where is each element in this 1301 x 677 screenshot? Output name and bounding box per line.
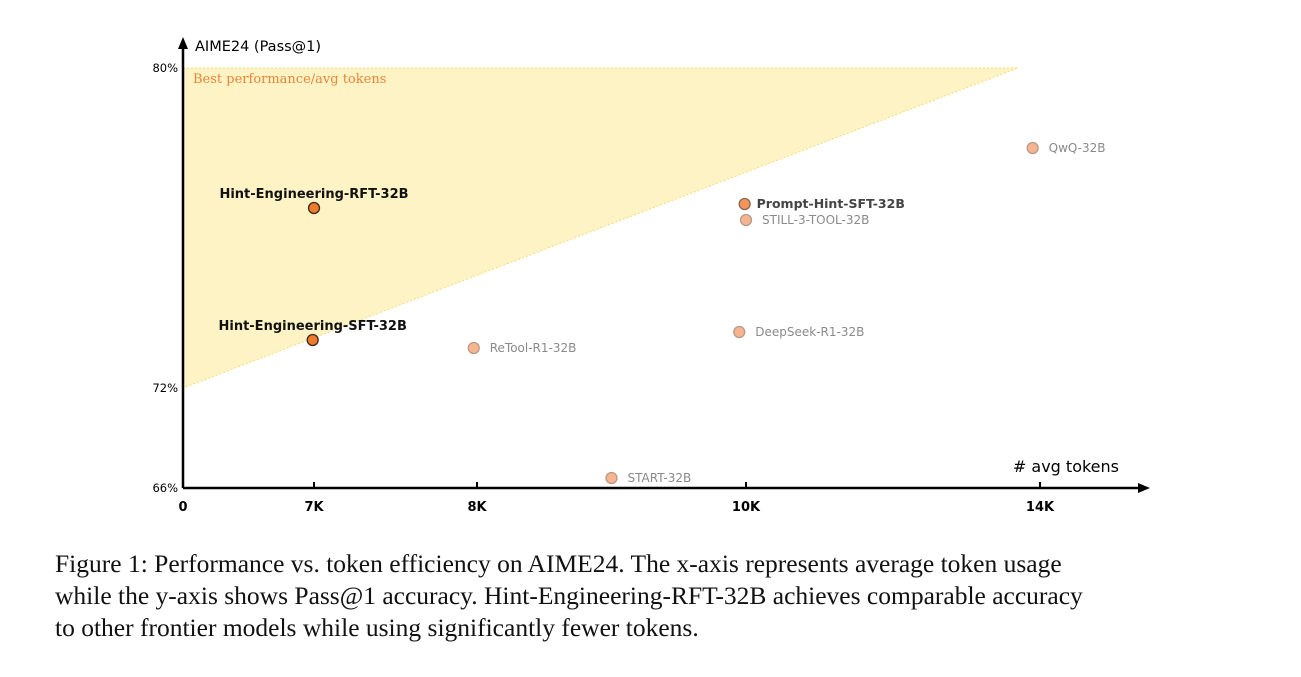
x-tick-label: 7K [304, 500, 324, 515]
x-tick-label: 14K [1026, 500, 1055, 515]
x-tick-label: 8K [467, 500, 487, 515]
caption-line: Figure 1: Performance vs. token efficien… [55, 549, 1062, 578]
x-axis-label: # avg tokens [1013, 457, 1119, 476]
x-tick-label: 10K [732, 500, 761, 515]
best-region-label: Best performance/avg tokens [193, 72, 386, 87]
data-point [467, 341, 480, 355]
y-tick-label: 80% [152, 61, 178, 75]
data-point [1026, 141, 1039, 155]
data-point [733, 325, 746, 339]
y-tick-label: 72% [152, 381, 178, 395]
x-axis-arrow-icon [1138, 483, 1150, 493]
data-point-label: STILL-3-TOOL-32B [762, 213, 869, 227]
data-point-label: Hint-Engineering-SFT-32B [218, 319, 406, 334]
data-points: Hint-Engineering-RFT-32B Hint-Engineering… [218, 141, 1105, 485]
data-point-label: ReTool-R1-32B [490, 341, 577, 355]
data-point [738, 197, 751, 211]
caption-line: while the y-axis shows Pass@1 accuracy. … [55, 581, 1083, 610]
y-axis-label: AIME24 (Pass@1) [195, 39, 321, 55]
data-point [739, 213, 753, 227]
data-point [306, 333, 319, 347]
y-axis-arrow-icon [178, 37, 188, 49]
data-point-label: START-32B [628, 471, 692, 485]
data-point [605, 471, 618, 485]
axes [178, 37, 1150, 493]
ticks: 0 7K 8K 10K 14K 66% 72% 80% [152, 61, 1055, 515]
caption-line: to other frontier models while using sig… [55, 613, 699, 642]
figure-caption: Figure 1: Performance vs. token efficien… [55, 548, 1255, 644]
data-point-label: Prompt-Hint-SFT-32B [757, 196, 905, 211]
data-point-label: Hint-Engineering-RFT-32B [219, 187, 408, 202]
scatter-chart: Best performance/avg tokens 0 7K 8K 10K 14K 6… [152, 37, 1150, 515]
data-point-label: DeepSeek-R1-32B [755, 325, 864, 339]
x-tick-label: 0 [178, 500, 187, 515]
data-point [307, 201, 321, 215]
data-point-label: QwQ-32B [1049, 141, 1106, 155]
y-tick-label: 66% [152, 481, 178, 495]
